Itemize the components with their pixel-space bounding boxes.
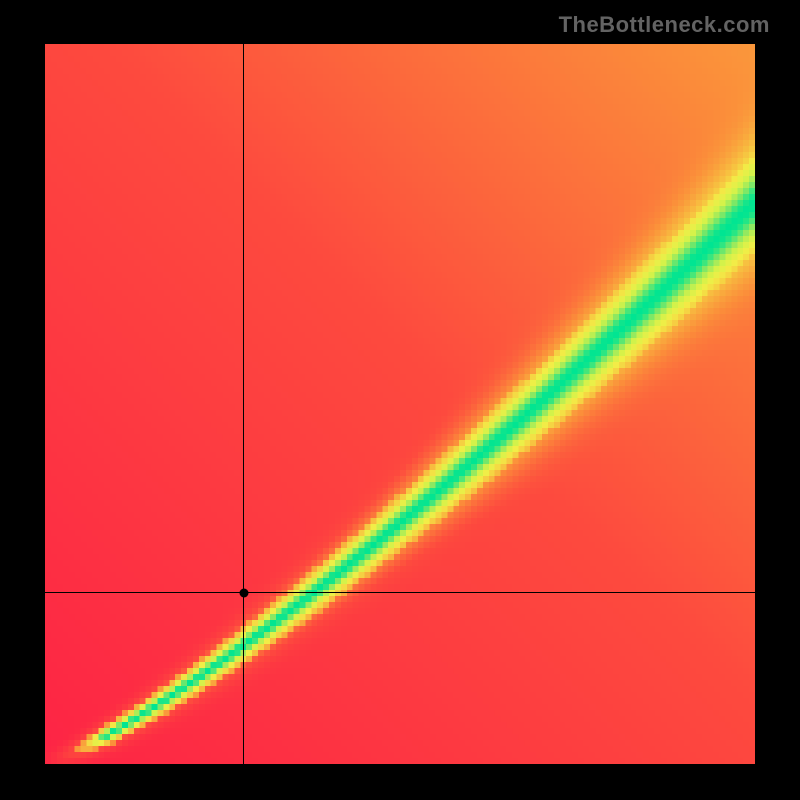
crosshair-marker-dot xyxy=(239,588,248,597)
crosshair-horizontal-line xyxy=(45,592,755,593)
crosshair-vertical-line xyxy=(243,44,244,764)
watermark-text: TheBottleneck.com xyxy=(559,12,770,38)
bottleneck-heatmap xyxy=(45,44,755,764)
chart-container: TheBottleneck.com xyxy=(0,0,800,800)
